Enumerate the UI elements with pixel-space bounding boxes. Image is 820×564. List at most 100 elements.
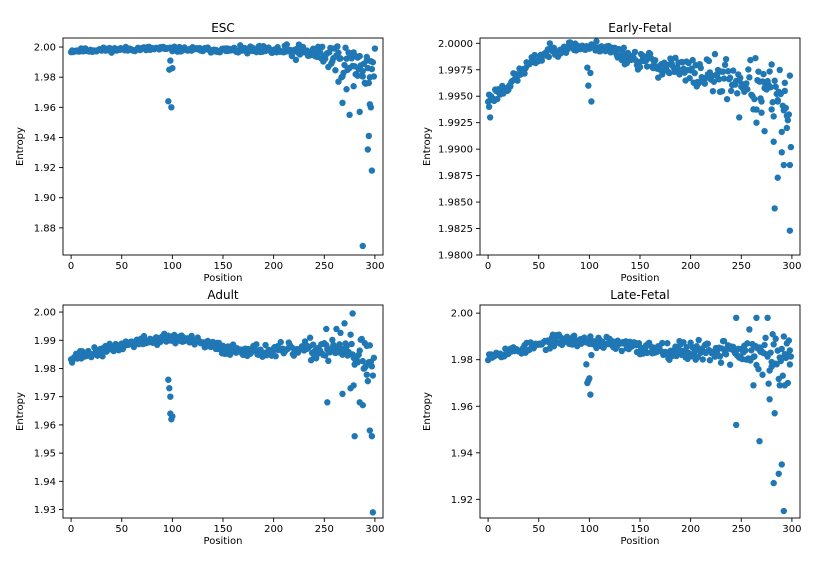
data-point bbox=[744, 340, 751, 347]
data-point bbox=[317, 49, 324, 56]
data-point bbox=[343, 86, 350, 93]
data-point bbox=[583, 361, 590, 368]
x-axis-label: Position bbox=[204, 273, 243, 284]
subplot-title: Early-Fetal bbox=[608, 21, 671, 35]
y-tick-label: 1.93 bbox=[34, 505, 56, 516]
y-tick-label: 2.0000 bbox=[438, 39, 473, 50]
data-point bbox=[546, 40, 554, 47]
x-tick-label: 50 bbox=[115, 261, 128, 272]
y-tick-label: 1.98 bbox=[451, 355, 473, 366]
data-point bbox=[486, 114, 494, 121]
data-point bbox=[787, 143, 795, 151]
subplot-adult: Adult 0 50 100 150 200 250 300 1.93 1.94 1.95 1.96 1… bbox=[15, 288, 384, 547]
y-tick-label: 1.96 bbox=[34, 103, 56, 114]
data-point bbox=[733, 421, 740, 429]
data-point bbox=[339, 99, 346, 107]
data-point bbox=[743, 80, 750, 87]
y-tick-label: 1.9950 bbox=[438, 92, 473, 103]
y-tick-label: 1.92 bbox=[34, 163, 56, 174]
y-tick-label: 1.9850 bbox=[438, 198, 473, 209]
data-point bbox=[636, 63, 644, 71]
data-point bbox=[683, 343, 690, 351]
data-point bbox=[770, 113, 777, 120]
x-tick-label: 50 bbox=[532, 524, 545, 535]
data-point bbox=[701, 80, 709, 87]
data-point bbox=[770, 138, 777, 145]
data-point bbox=[771, 410, 778, 417]
data-point bbox=[771, 205, 778, 212]
data-point bbox=[736, 114, 743, 121]
data-point bbox=[370, 354, 378, 362]
data-point bbox=[717, 359, 725, 366]
data-point bbox=[359, 67, 366, 75]
data-point bbox=[719, 68, 727, 75]
data-point bbox=[782, 104, 790, 112]
data-point bbox=[742, 347, 749, 354]
data-point bbox=[368, 167, 376, 174]
y-axis-label: Entropy bbox=[422, 127, 433, 166]
data-point bbox=[359, 73, 366, 80]
y-axis-label: Entropy bbox=[15, 127, 26, 166]
data-point bbox=[786, 227, 794, 234]
data-point bbox=[751, 353, 758, 360]
data-point bbox=[771, 77, 778, 84]
data-point bbox=[710, 78, 718, 85]
data-point bbox=[341, 320, 348, 327]
scatter-points bbox=[67, 310, 378, 516]
x-tick-label: 250 bbox=[315, 524, 334, 535]
data-point bbox=[691, 69, 698, 77]
y-tick-label: 1.95 bbox=[34, 449, 56, 460]
y-tick-label: 1.99 bbox=[34, 336, 56, 347]
data-point bbox=[746, 74, 753, 81]
data-point bbox=[705, 57, 713, 65]
x-tick-label: 100 bbox=[163, 524, 182, 535]
data-point bbox=[350, 83, 357, 90]
y-tick-label: 2.00 bbox=[34, 43, 56, 54]
data-point bbox=[346, 111, 353, 119]
axes-frame bbox=[479, 304, 801, 519]
data-point bbox=[354, 54, 361, 61]
data-point bbox=[778, 128, 785, 136]
data-point bbox=[283, 41, 290, 48]
data-point bbox=[780, 161, 787, 169]
data-point bbox=[277, 338, 284, 346]
data-point bbox=[585, 82, 592, 89]
data-point bbox=[720, 75, 728, 82]
data-point bbox=[745, 66, 752, 73]
data-point bbox=[366, 427, 374, 434]
data-point bbox=[666, 69, 673, 77]
scatter-points bbox=[484, 38, 795, 234]
data-point bbox=[722, 55, 730, 63]
data-point bbox=[761, 341, 768, 349]
y-tick-label: 1.98 bbox=[34, 73, 56, 84]
data-point bbox=[766, 68, 773, 75]
y-tick-label: 2.00 bbox=[34, 308, 56, 319]
data-point bbox=[747, 56, 754, 64]
data-point bbox=[368, 432, 376, 440]
data-point bbox=[680, 339, 687, 346]
data-point bbox=[359, 242, 366, 250]
data-point bbox=[545, 53, 553, 61]
x-tick-label: 150 bbox=[630, 524, 649, 535]
data-point bbox=[615, 45, 622, 53]
subplot-title: Adult bbox=[207, 288, 239, 302]
data-point bbox=[588, 351, 595, 359]
data-point bbox=[786, 361, 794, 368]
data-point bbox=[772, 83, 779, 90]
data-point bbox=[755, 365, 762, 373]
data-point bbox=[333, 325, 340, 333]
x-tick-label: 0 bbox=[68, 524, 74, 535]
data-point bbox=[674, 64, 681, 71]
data-point bbox=[587, 391, 594, 398]
data-point bbox=[726, 74, 734, 81]
data-point bbox=[778, 149, 785, 156]
y-tick-label: 1.96 bbox=[451, 402, 473, 413]
y-tick-label: 1.98 bbox=[34, 364, 56, 375]
x-tick-label: 100 bbox=[580, 524, 599, 535]
data-point bbox=[325, 357, 332, 365]
data-point bbox=[351, 432, 358, 440]
y-tick-label: 1.9825 bbox=[438, 224, 473, 235]
data-point bbox=[786, 347, 794, 354]
data-point bbox=[721, 61, 729, 69]
data-point bbox=[169, 64, 176, 72]
